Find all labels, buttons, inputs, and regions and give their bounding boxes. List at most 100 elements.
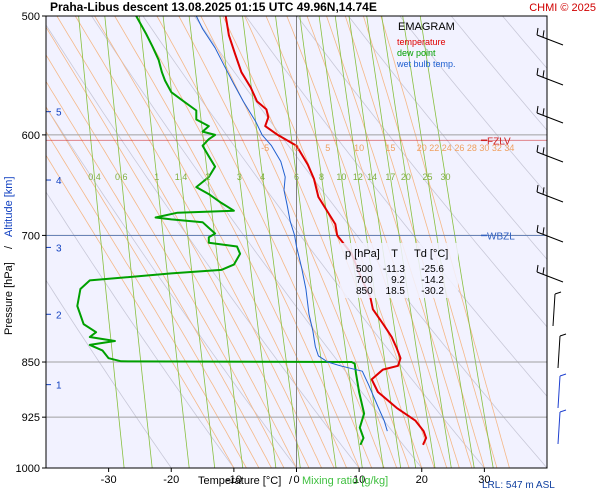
mixing-ratio-label: 10 <box>336 172 346 182</box>
moist-adiabat <box>94 16 335 468</box>
altitude-tick-label: 3 <box>56 243 62 254</box>
dry-adiabat <box>142 16 485 468</box>
moist-adiabat <box>178 16 385 468</box>
x-tick-label: -20 <box>163 474 179 486</box>
legend-entry-dew-point: dew point <box>397 48 436 58</box>
isotherm-label: 24 <box>442 143 452 153</box>
legend-entry-wet-bulb: wet bulb temp. <box>396 59 456 69</box>
moist-adiabat <box>222 16 410 468</box>
pressure-tick-label: 1000 <box>16 463 40 475</box>
x-tick-label: 0 <box>293 474 299 486</box>
table-cell: 9.2 <box>391 275 405 286</box>
isotherm-label: 34 <box>504 143 514 153</box>
wind-barb <box>536 105 564 124</box>
dry-adiabat <box>296 16 547 328</box>
level-label: FZLV <box>487 136 511 147</box>
table-cell: -11.3 <box>383 264 405 275</box>
moist-adiabat <box>114 16 347 468</box>
mixing-ratio-label: 12 <box>353 172 363 182</box>
table-cell: 850 <box>356 286 373 297</box>
isotherm-label: 5 <box>325 143 330 153</box>
table-cell: -14.2 <box>421 275 444 286</box>
dry-adiabat <box>46 24 360 468</box>
y-axis-label-separator: / <box>3 245 15 249</box>
table-cell: -30.2 <box>421 286 444 297</box>
pressure-tick-label: 600 <box>22 130 40 142</box>
table-header-td: Td [°C] <box>414 248 448 260</box>
altitude-tick-label: 4 <box>56 176 62 187</box>
y-axis-label-altitude: Altitude [km] <box>3 176 15 237</box>
moist-adiabat <box>74 16 322 468</box>
mixing-ratio-line <box>242 16 301 468</box>
isotherm-label: 26 <box>454 143 464 153</box>
wind-barb <box>536 184 564 203</box>
wind-barb <box>536 264 564 283</box>
pressure-tick-label: 850 <box>22 357 40 369</box>
mixing-ratio-line <box>188 16 244 468</box>
series-line-wet-bulb-temp <box>195 16 388 432</box>
credit-text: CHMI © 2025 <box>529 2 596 14</box>
x-tick-label: 10 <box>353 474 365 486</box>
mixing-ratio-label: 0.6 <box>115 172 128 182</box>
wind-barb <box>557 333 567 369</box>
mixing-ratio-label: 8 <box>319 172 324 182</box>
dry-adiabat <box>450 16 547 131</box>
series-line-dew-point <box>76 16 366 446</box>
mixing-ratio-label: 1 <box>154 172 159 182</box>
isotherm-label: 0 <box>294 143 299 153</box>
legend-entry-temperature: temperature <box>397 37 446 47</box>
x-tick-label: 20 <box>416 474 428 486</box>
table-header-p: p [hPa] <box>345 248 380 260</box>
mixing-ratio-label: 17 <box>385 172 395 182</box>
mixing-ratio-label: 20 <box>401 172 411 182</box>
wind-barb <box>536 27 564 46</box>
mixing-ratio-label: 6 <box>294 172 299 182</box>
wind-barb <box>557 409 567 445</box>
wind-barb <box>536 224 564 243</box>
table-cell: 700 <box>356 275 373 286</box>
x-tick-label: -30 <box>101 474 117 486</box>
level-label: WBZL <box>487 231 515 242</box>
dry-adiabat <box>91 16 423 468</box>
legend-box: EMAGRAM temperature dew point wet bulb t… <box>396 21 456 69</box>
isotherm-label: 10 <box>354 143 364 153</box>
table-cell: -25.6 <box>421 264 444 275</box>
mixing-ratio-label: 4 <box>260 172 265 182</box>
chart-title: Praha-Libus descent 13.08.2025 01:15 UTC… <box>50 0 377 14</box>
dry-adiabat <box>348 16 547 261</box>
dry-adiabat <box>46 191 235 468</box>
x-axis-label-separator: / <box>289 475 293 487</box>
mixing-ratio-label: 25 <box>422 172 432 182</box>
pressure-tick-label: 925 <box>22 412 40 424</box>
mixing-ratio-line <box>299 16 363 468</box>
wind-barb <box>557 373 567 409</box>
isotherm-label: 30 <box>479 143 489 153</box>
wind-barb <box>552 291 562 327</box>
mixing-ratio-line <box>104 16 153 468</box>
y-axis-label: Pressure [hPa] <box>3 262 15 335</box>
x-tick-label: 30 <box>478 474 490 486</box>
altitude-tick-label: 1 <box>56 381 62 392</box>
isotherm-label: 15 <box>385 143 395 153</box>
mixing-ratio-label: 2 <box>205 172 210 182</box>
mixing-ratio-line <box>275 16 337 468</box>
moist-adiabat <box>46 130 247 468</box>
x-axis-label-mixing: Mixing ratio [g/kg] <box>302 475 388 487</box>
mixing-ratio-line <box>78 16 125 468</box>
table-header-t: T <box>391 248 398 260</box>
legend-title: EMAGRAM <box>398 21 455 33</box>
x-tick-label: -10 <box>226 474 242 486</box>
mixing-ratio-label: 30 <box>440 172 450 182</box>
table-cell: 18.5 <box>386 286 406 297</box>
moist-adiabat <box>46 26 297 468</box>
moist-adiabat <box>46 106 260 468</box>
dry-adiabat <box>399 16 547 195</box>
dry-adiabat <box>46 279 172 468</box>
mixing-ratio-line <box>219 16 277 468</box>
moist-adiabat <box>46 80 272 468</box>
isotherm-label: 20 <box>417 143 427 153</box>
isotherm-label: 22 <box>429 143 439 153</box>
mixing-ratio-line <box>139 16 190 468</box>
pressure-tick-label: 700 <box>22 230 40 242</box>
